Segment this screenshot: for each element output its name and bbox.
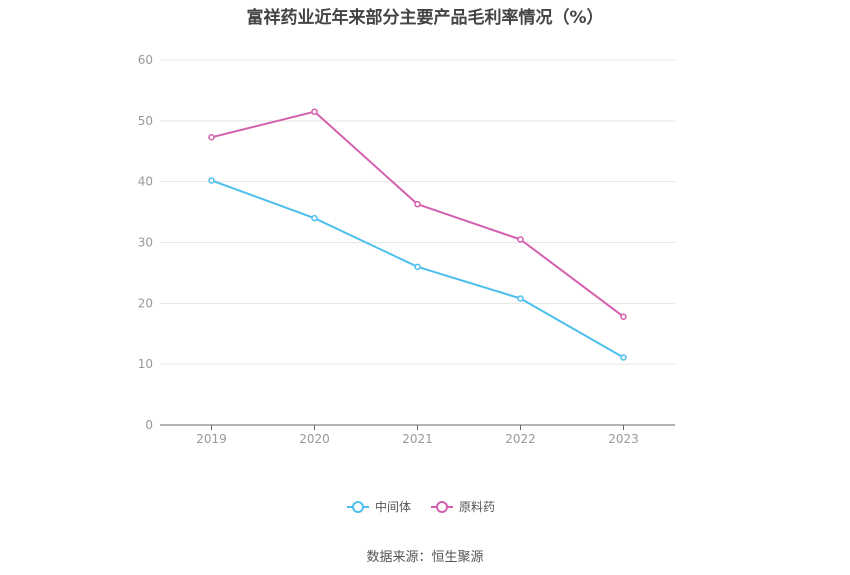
series-1 (208, 177, 627, 361)
y-tick-label: 10 (138, 357, 153, 371)
data-point (414, 263, 421, 271)
x-tick-label: 2023 (608, 432, 639, 446)
data-point (208, 177, 215, 184)
legend-item-2: 原料药 (431, 500, 495, 514)
legend-marker (352, 501, 364, 513)
data-point (517, 295, 524, 302)
legend-item-1: 中间体 (347, 499, 411, 514)
data-source-note: 数据来源：恒生聚源 (366, 550, 484, 565)
data-point (620, 354, 627, 361)
x-tick-label: 2020 (299, 432, 330, 446)
data-point (414, 200, 421, 208)
x-tick-label: 2019 (196, 432, 227, 446)
grid-lines (160, 59, 675, 365)
x-tick-label: 2021 (402, 432, 433, 446)
y-tick-label: 60 (138, 53, 153, 67)
legend-label: 原料药 (459, 500, 495, 514)
axes: 0 10 20 30 40 50 60 2019 2020 2021 2022 2023 (138, 53, 675, 446)
data-point (517, 236, 524, 243)
data-point (311, 108, 318, 115)
legend-label: 中间体 (375, 499, 411, 514)
data-point (620, 313, 627, 320)
series-layer (208, 108, 627, 361)
series-2 (208, 108, 627, 320)
y-tick-label: 20 (138, 296, 153, 310)
y-tick-label: 30 (138, 236, 153, 250)
legend: 中间体 原料药 (347, 499, 495, 514)
legend-marker (436, 501, 448, 513)
data-point (208, 134, 215, 141)
x-tick-label: 2022 (505, 432, 536, 446)
series-line (211, 110, 625, 318)
y-tick-label: 0 (145, 418, 153, 432)
chart-title: 富祥药业近年来部分主要产品毛利率情况（%） (246, 8, 604, 28)
y-tick-label: 50 (138, 114, 153, 128)
data-point (311, 214, 318, 222)
y-tick-label: 40 (138, 175, 153, 189)
